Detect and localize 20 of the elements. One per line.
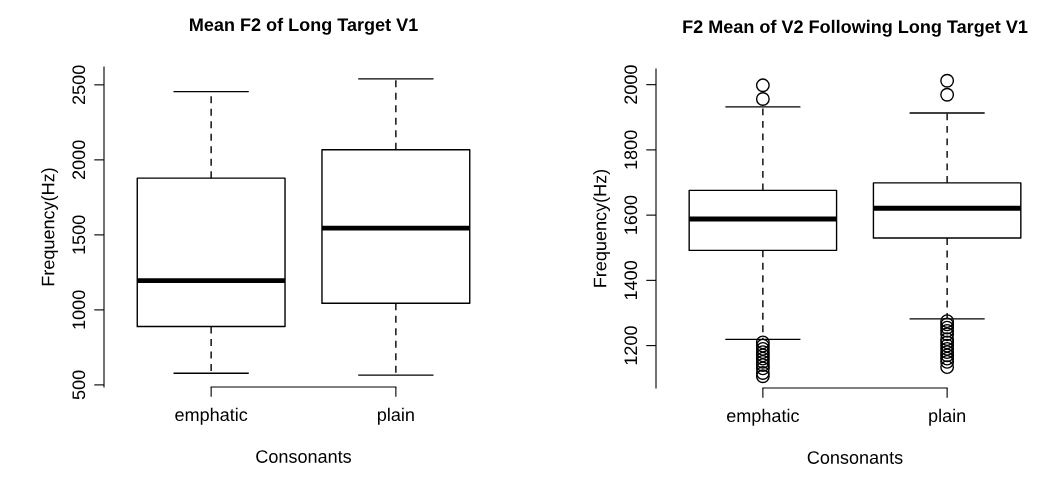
y-tick-label: 1200 (624, 326, 638, 365)
y-tick-label: 2000 (624, 65, 638, 104)
y-tick-label: 1800 (624, 130, 638, 169)
y-axis-title: Frequency(Hz) (41, 168, 58, 286)
x-tick-label: emphatic (175, 407, 248, 425)
chart-title: F2 Mean of V2 Following Long Target V1 (683, 19, 1028, 37)
y-tick-label: 500 (72, 370, 86, 400)
y-tick-label: 1500 (72, 215, 86, 254)
x-axis-title: Consonants (807, 451, 903, 464)
y-tick-label: 2500 (72, 65, 86, 105)
y-axis-title: Frequency(Hz) (593, 169, 610, 287)
x-tick-label: plain (929, 408, 966, 426)
x-tick-label: emphatic (727, 408, 800, 426)
y-tick-label: 1000 (72, 290, 86, 329)
y-tick-label: 1400 (624, 260, 638, 300)
x-tick-label: plain (377, 407, 414, 425)
x-axis-title: Consonants (256, 450, 352, 463)
y-tick-label: 2000 (72, 140, 86, 180)
chart-title: Mean F2 of Long Target V1 (190, 17, 418, 35)
y-tick-label: 1600 (624, 195, 638, 234)
